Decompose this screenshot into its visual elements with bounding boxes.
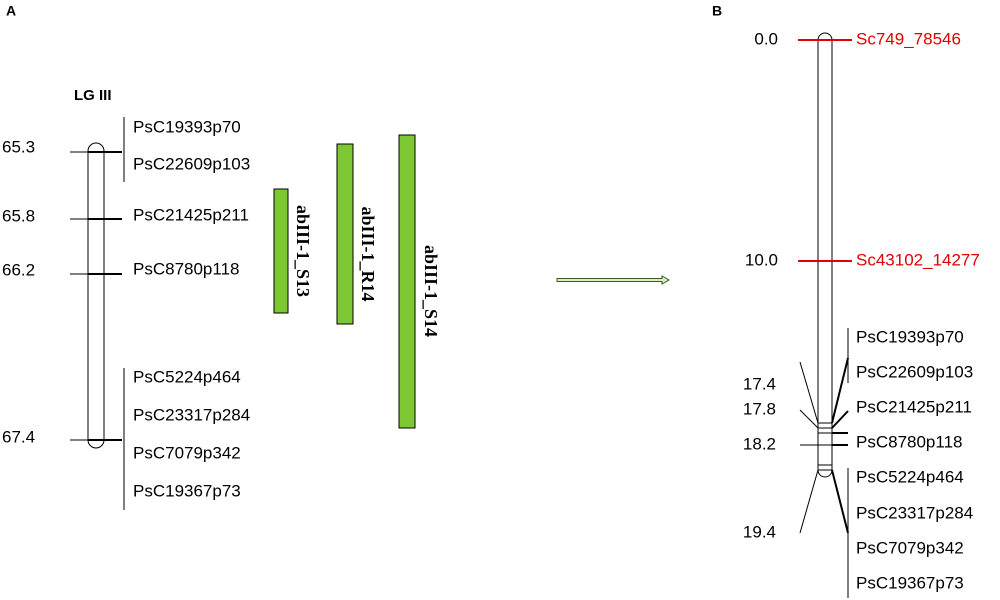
marker-label: PsC19367p73 [133, 481, 241, 500]
qtl-bar [273, 188, 289, 314]
arrow [556, 275, 671, 285]
marker-label: PsC8780p118 [856, 432, 963, 451]
marker-label: PsC5224p464 [133, 367, 241, 386]
position-label: 65.3 [2, 137, 35, 156]
marker-label: PsC21425p211 [133, 205, 249, 224]
marker-label: PsC22609p103 [133, 154, 250, 173]
position-label: 10.0 [745, 250, 778, 269]
marker-label: PsC7079p342 [133, 443, 241, 462]
marker-label: PsC21425p211 [856, 397, 972, 416]
ticks-b [798, 39, 852, 598]
position-label: 17.8 [743, 399, 776, 418]
qtl-label: abIII-1_R14 [358, 206, 378, 301]
marker-label: PsC7079p342 [856, 538, 964, 557]
position-label: 19.4 [743, 522, 776, 541]
marker-label: PsC19367p73 [856, 573, 964, 592]
qtl-bar [398, 134, 416, 429]
panel-label: B [712, 3, 722, 19]
linkage-group: LG III [74, 87, 112, 104]
marker-label: Sc43102_14277 [856, 250, 980, 269]
chromosome [87, 142, 105, 449]
position-label: 18.2 [743, 434, 776, 453]
marker-label: PsC22609p103 [856, 362, 973, 381]
marker-label: PsC5224p464 [856, 467, 964, 486]
marker-label: Sc749_78546 [856, 29, 961, 48]
position-label: 17.4 [743, 374, 776, 393]
position-label: 65.8 [2, 206, 35, 225]
marker-label: PsC23317p284 [856, 503, 973, 522]
qtl-label: abIII-1_S14 [421, 245, 441, 337]
marker-label: PsC8780p118 [133, 259, 240, 278]
qtl-bar [336, 143, 354, 325]
marker-label: PsC19393p70 [133, 117, 241, 136]
marker-label: PsC23317p284 [133, 405, 250, 424]
ticks-a [70, 117, 125, 510]
marker-label: PsC19393p70 [856, 327, 964, 346]
position-label: 66.2 [2, 260, 35, 279]
chromosome [817, 32, 833, 478]
qtl-label: abIII-1_S13 [293, 205, 313, 297]
position-label: 67.4 [2, 427, 35, 446]
panel-label: A [6, 3, 16, 19]
position-label: 0.0 [754, 29, 778, 48]
